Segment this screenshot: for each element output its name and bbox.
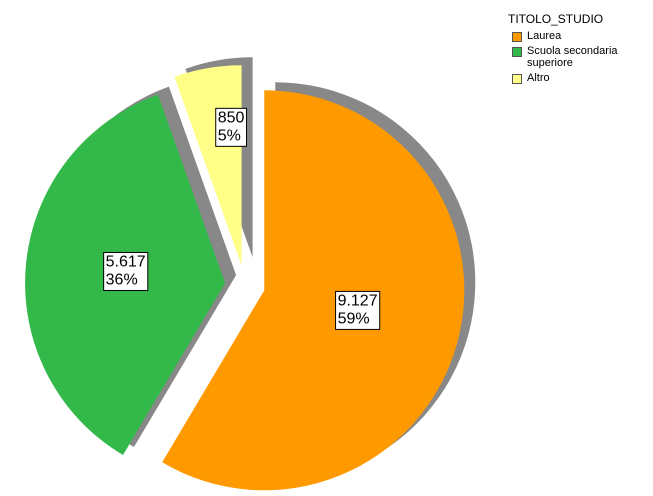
legend-item: Altro (508, 72, 648, 84)
percent-label: 36% (106, 272, 138, 289)
legend-title: TITOLO_STUDIO (508, 12, 604, 26)
slice (162, 90, 465, 491)
percent-label: 59% (338, 311, 370, 328)
percent-label: 5% (218, 128, 241, 145)
value-label: 5.617 (106, 254, 146, 271)
label-box (103, 251, 149, 291)
legend-label: Laurea (527, 30, 562, 42)
legend-label: Altro (527, 72, 550, 84)
legend-swatch (512, 74, 522, 84)
legend: TITOLO_STUDIO Laurea Scuola secondaria su… (508, 12, 648, 87)
legend-swatch (512, 32, 522, 42)
legend-label: Scuola secondaria superiore (527, 45, 618, 69)
value-label: 9.127 (338, 293, 378, 310)
legend-swatch (512, 47, 522, 57)
label-box (215, 107, 248, 147)
value-label: 850 (218, 110, 245, 127)
legend-item: Laurea (508, 30, 648, 42)
legend-item: Scuola secondaria superiore (508, 45, 648, 69)
label-box (335, 290, 381, 330)
